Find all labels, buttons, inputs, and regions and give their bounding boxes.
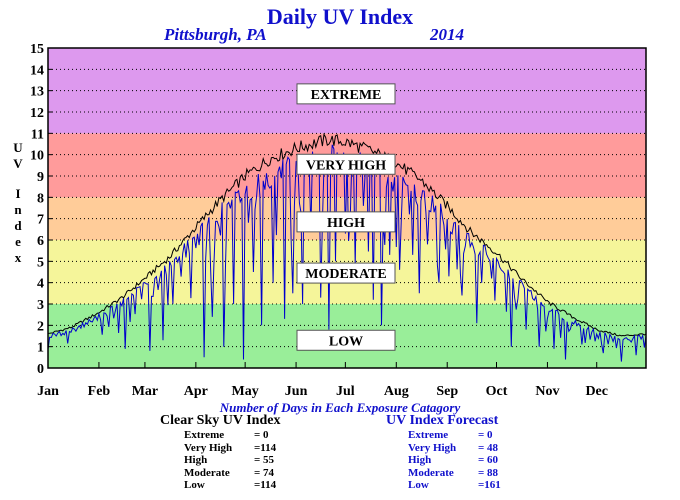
band-label-box bbox=[296, 329, 396, 351]
row-label: Very High bbox=[408, 441, 457, 454]
band-label: LOW bbox=[329, 334, 363, 349]
row-value: =161 bbox=[478, 479, 501, 492]
x-axis-title: Number of Days in Each Exposure Catagory bbox=[219, 400, 461, 415]
y-axis-letter: I bbox=[15, 186, 21, 201]
x-tick-label: Oct bbox=[486, 384, 508, 399]
row-value: = 88 bbox=[478, 466, 499, 479]
row-value: = 48 bbox=[478, 441, 499, 454]
row-label: Moderate bbox=[184, 466, 230, 479]
forecast-table-title: UV Index Forecast bbox=[386, 413, 499, 428]
table-row: High = 60 bbox=[408, 454, 538, 467]
x-tick-label: Mar bbox=[132, 384, 158, 399]
table-row: Low =161 bbox=[408, 479, 538, 492]
row-value: =114 bbox=[254, 441, 277, 454]
y-tick-label: 8 bbox=[37, 191, 44, 206]
y-tick-label: 3 bbox=[37, 298, 44, 313]
x-tick-label: Feb bbox=[88, 384, 111, 399]
y-axis-letter: n bbox=[14, 202, 22, 217]
y-tick-label: 6 bbox=[37, 234, 44, 249]
row-value: =114 bbox=[254, 479, 277, 492]
y-axis-letter: e bbox=[15, 234, 21, 249]
table-row: Moderate = 88 bbox=[408, 467, 538, 480]
y-tick-label: 5 bbox=[37, 255, 44, 270]
y-tick-label: 13 bbox=[30, 85, 44, 100]
band-label: HIGH bbox=[327, 216, 365, 231]
band-label-box bbox=[296, 153, 396, 175]
y-tick-label: 7 bbox=[37, 213, 44, 228]
series-clear-sky bbox=[47, 132, 647, 337]
y-tick-label: 0 bbox=[37, 362, 44, 377]
band-label-box bbox=[296, 211, 396, 233]
row-value: = 55 bbox=[254, 454, 275, 467]
y-tick-label: 2 bbox=[37, 319, 44, 334]
y-tick-label: 4 bbox=[37, 277, 44, 292]
y-axis-letter: U bbox=[13, 140, 23, 155]
table-row: Very High =114 bbox=[184, 442, 314, 455]
y-tick-label: 11 bbox=[31, 127, 44, 142]
row-value: = 0 bbox=[254, 429, 269, 441]
x-tick-label: Jul bbox=[336, 384, 355, 399]
band-label: EXTREME bbox=[311, 88, 382, 103]
y-axis-letter: V bbox=[13, 156, 23, 171]
y-tick-label: 12 bbox=[30, 106, 44, 121]
table-row: Very High = 48 bbox=[408, 442, 538, 455]
row-label: Low bbox=[184, 479, 205, 492]
band-label: VERY HIGH bbox=[306, 158, 386, 173]
row-label: High bbox=[184, 454, 208, 467]
row-label: Extreme bbox=[184, 429, 225, 441]
row-label: Low bbox=[408, 479, 429, 492]
band-labels: LOW MODERATE HIGH VERY HIGH EXTREME bbox=[296, 83, 396, 351]
chart-title: Daily UV Index bbox=[266, 4, 414, 29]
row-label: High bbox=[408, 454, 432, 467]
row-label: Very High bbox=[184, 441, 233, 454]
clear-sky-table: Clear Sky UV Index Extreme = 0 Very High =… bbox=[160, 413, 314, 492]
y-tick-label: 15 bbox=[30, 42, 44, 57]
y-tick-label: 14 bbox=[30, 63, 44, 78]
row-label: Extreme bbox=[408, 429, 449, 441]
year-label: 2014 bbox=[430, 25, 464, 44]
y-tick-label: 1 bbox=[37, 341, 44, 356]
table-row: Low =114 bbox=[184, 479, 314, 492]
x-tick-label: Jan bbox=[37, 384, 59, 399]
x-tick-label: Dec bbox=[585, 384, 608, 399]
band-label-box bbox=[296, 262, 396, 284]
x-tick-label: Jun bbox=[285, 384, 308, 399]
x-tick-label: Aug bbox=[384, 384, 409, 399]
plot-frame bbox=[47, 47, 647, 369]
x-tick-label: Sep bbox=[436, 384, 458, 399]
forecast-table: UV Index Forecast Extreme = 0 Very High = … bbox=[386, 413, 538, 492]
band-label: MODERATE bbox=[305, 267, 386, 282]
table-row: Extreme = 0 bbox=[408, 429, 538, 442]
y-tick-label: 9 bbox=[37, 170, 44, 185]
row-value: = 0 bbox=[478, 429, 493, 441]
table-row: High = 55 bbox=[184, 454, 314, 467]
row-label: Moderate bbox=[408, 466, 454, 479]
x-tick-label: May bbox=[232, 384, 259, 399]
y-axis-letter: d bbox=[14, 218, 22, 233]
y-tick-label: 10 bbox=[30, 149, 44, 164]
location-label: Pittsburgh, PA bbox=[164, 25, 267, 44]
band-label-box bbox=[296, 83, 396, 105]
table-row: Extreme = 0 bbox=[184, 429, 314, 442]
row-value: = 60 bbox=[478, 454, 499, 467]
row-value: = 74 bbox=[254, 466, 275, 479]
x-tick-label: Apr bbox=[184, 384, 208, 399]
y-axis-label: U V I n d e x bbox=[11, 140, 25, 266]
y-axis-letter: x bbox=[14, 250, 22, 265]
clear-sky-table-title: Clear Sky UV Index bbox=[160, 413, 281, 428]
x-tick-label: Nov bbox=[535, 384, 559, 399]
table-row: Moderate = 74 bbox=[184, 467, 314, 480]
